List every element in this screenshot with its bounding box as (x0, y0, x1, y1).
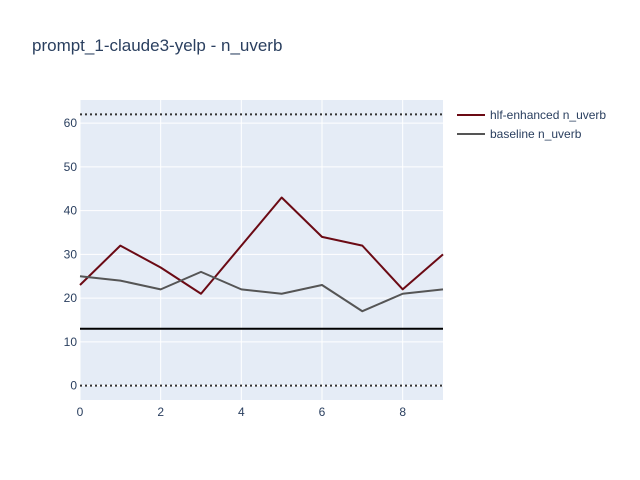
y-tick-label: 20 (64, 291, 78, 305)
y-tick-label: 50 (64, 160, 78, 174)
reference-lines (80, 113, 443, 387)
y-tick-label: 40 (64, 204, 78, 218)
plot-area (80, 100, 443, 400)
x-tick-label: 4 (238, 405, 245, 419)
x-tick-label: 0 (77, 405, 84, 419)
y-tick-label: 10 (64, 335, 78, 349)
y-tick-label: 60 (64, 116, 78, 130)
legend: hlf-enhanced n_uverb baseline n_uverb (457, 108, 606, 141)
x-tick-label: 6 (319, 405, 326, 419)
chart-title: prompt_1-claude3-yelp - n_uverb (32, 36, 282, 55)
legend-label: baseline n_uverb (490, 127, 582, 141)
y-tick-label: 0 (70, 379, 77, 393)
series-line (79, 270, 444, 313)
x-tick-label: 2 (157, 405, 164, 419)
y-axis: 0 10 20 30 40 50 60 (64, 116, 78, 392)
x-axis: 0 2 4 6 8 (77, 405, 407, 419)
x-tick-label: 8 (399, 405, 406, 419)
y-tick-label: 30 (64, 247, 78, 261)
series-group (79, 196, 444, 313)
legend-label: hlf-enhanced n_uverb (490, 108, 606, 122)
series-line (79, 196, 444, 295)
